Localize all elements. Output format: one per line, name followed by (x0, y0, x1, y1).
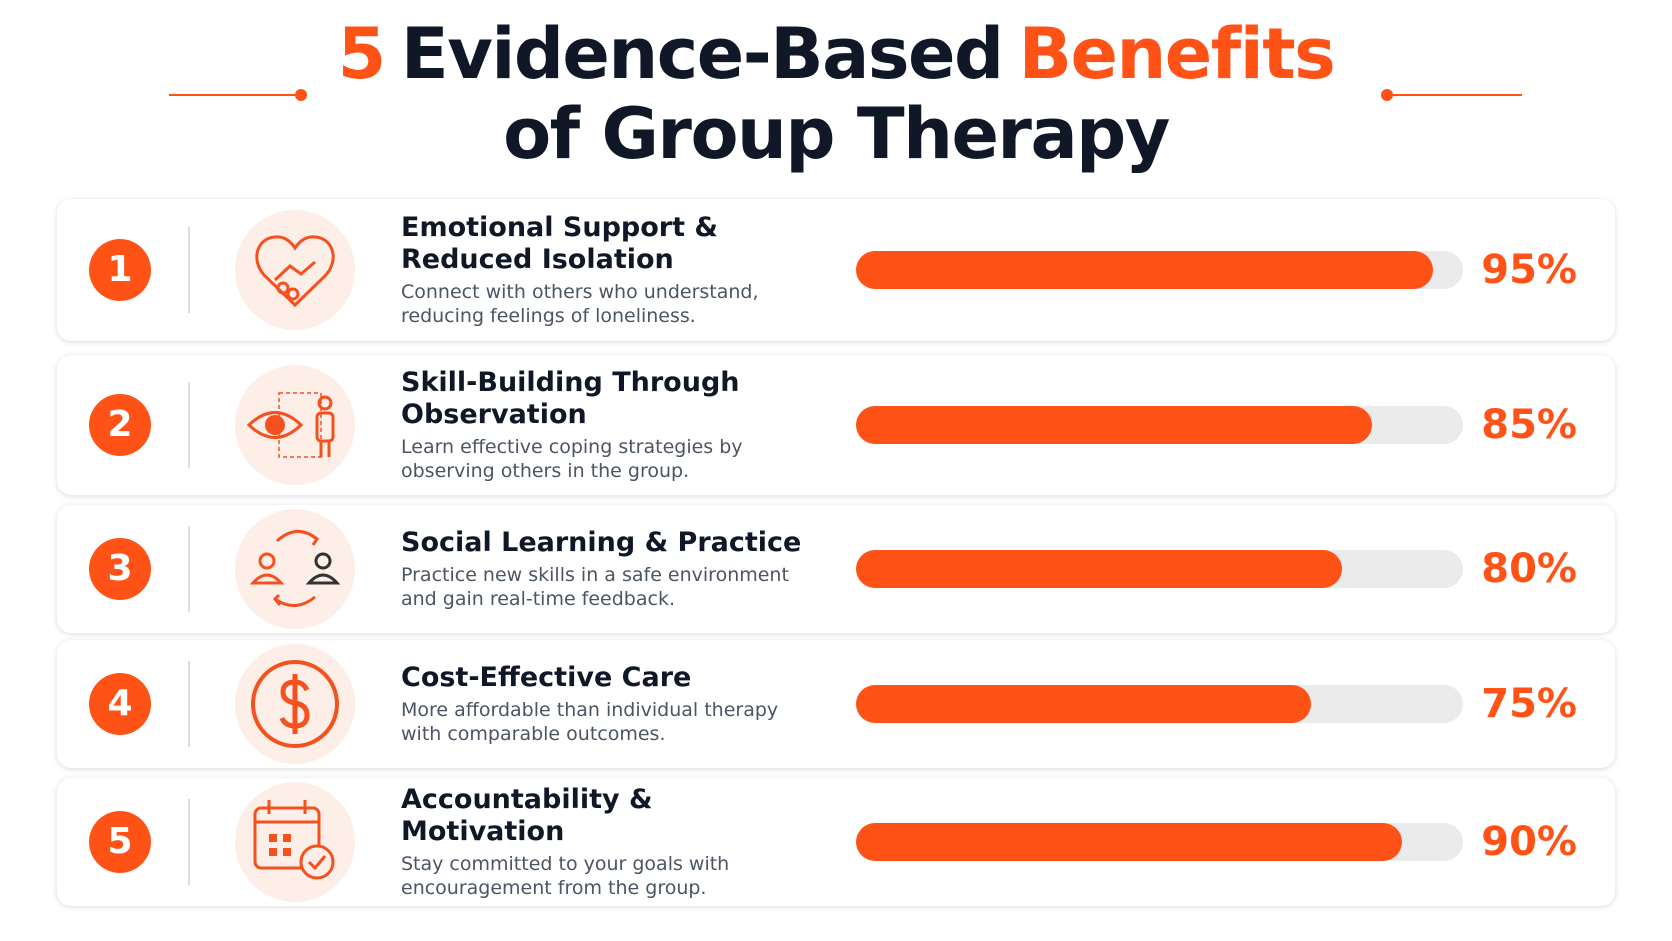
title-part: of Group Therapy (503, 93, 1170, 175)
icon-shape (255, 235, 335, 308)
icon-shape (279, 674, 310, 734)
divider (188, 227, 190, 313)
title-part: Benefits (1018, 13, 1336, 95)
icon (235, 782, 355, 902)
benefit-title: Skill-Building Through Observation (401, 367, 740, 430)
bar-track (856, 406, 1463, 444)
icon-shape (265, 415, 285, 435)
benefit-description: Learn effective coping strategies by obs… (401, 436, 743, 482)
value-label: 75% (1481, 681, 1577, 727)
benefit-title: Cost-Effective Care (401, 662, 692, 693)
number-badge: 2 (89, 394, 151, 456)
bar (856, 823, 1403, 861)
bar (856, 550, 1342, 588)
benefit-card: 1 Emotional Support & Reduced Isolation Co… (57, 199, 1615, 341)
icon-shape (269, 834, 277, 842)
number-badge: 3 (89, 538, 151, 600)
icon-shape (314, 552, 332, 570)
value-label: 85% (1481, 402, 1577, 448)
decoration (169, 94, 301, 96)
title-part: Evidence-Based (400, 13, 1004, 95)
text-block: Accountability & Motivation Stay committe… (401, 784, 821, 900)
icon-shape (251, 660, 339, 748)
benefit-card: 3 Social Learning & Practice Practice new … (57, 505, 1615, 633)
bar-track (856, 550, 1463, 588)
icon-shape (286, 287, 300, 301)
icon-shape (258, 552, 276, 570)
number-badge: 5 (89, 811, 151, 873)
benefit-title: Accountability & Motivation (401, 784, 653, 847)
title-line: of Group Therapy (0, 94, 1672, 174)
icon-shape (299, 844, 335, 880)
icon-shape (278, 392, 322, 458)
decoration (1381, 89, 1393, 101)
icon-shape (273, 260, 316, 282)
decoration (1390, 94, 1522, 96)
divider (188, 661, 190, 747)
value-label: 90% (1481, 819, 1577, 865)
benefit-title: Emotional Support & Reduced Isolation (401, 212, 718, 275)
icon-shape (246, 411, 304, 439)
benefit-title: Social Learning & Practice (401, 527, 802, 558)
number-badge: 4 (89, 673, 151, 735)
divider (188, 382, 190, 468)
benefit-card: 5 Accountability & Motivation Stay committ… (57, 778, 1615, 906)
benefit-description: Connect with others who understand, redu… (401, 281, 759, 327)
value-label: 80% (1481, 546, 1577, 592)
title-line: 5 Evidence-Based Benefits (0, 14, 1672, 94)
bar (856, 406, 1372, 444)
benefit-description: Stay committed to your goals with encour… (401, 853, 730, 899)
text-block: Cost-Effective Care More affordable than … (401, 662, 821, 746)
bar-track (856, 823, 1463, 861)
icon-shape (274, 595, 316, 607)
title: 5 Evidence-Based Benefits of Group Therapy (0, 14, 1672, 174)
icon-shape (246, 392, 335, 458)
benefit-card: 4 Cost-Effective Care More affordable than… (57, 640, 1615, 768)
icon-shape (317, 395, 333, 411)
icon-shape (251, 660, 339, 748)
title-part: 5 (337, 13, 387, 95)
icon-shape (255, 800, 319, 824)
icon-shape (305, 573, 341, 585)
benefit-card: 2 Skill-Building Through Observation Learn… (57, 355, 1615, 495)
decoration (295, 89, 307, 101)
icon (235, 644, 355, 764)
benefit-description: More affordable than individual therapy … (401, 699, 779, 745)
benefit-description: Practice new skills in a safe environmen… (401, 564, 789, 610)
number-badge: 1 (89, 239, 151, 301)
icon-shape (249, 573, 285, 585)
icon-shape (269, 848, 277, 856)
text-block: Skill-Building Through Observation Learn … (401, 367, 821, 483)
icon-shape (315, 411, 335, 443)
icon (235, 509, 355, 629)
divider (188, 799, 190, 885)
icon (235, 210, 355, 330)
bar-track (856, 685, 1463, 723)
icon-shape (249, 530, 341, 607)
icon-shape (283, 834, 291, 842)
text-block: Social Learning & Practice Practice new s… (401, 527, 821, 611)
icon-shape (253, 800, 335, 880)
icon-shape (253, 806, 321, 870)
icon-shape (310, 533, 320, 546)
value-label: 95% (1481, 247, 1577, 293)
icon (235, 365, 355, 485)
divider (188, 526, 190, 612)
icon-shape (272, 593, 282, 606)
bar-track (856, 251, 1463, 289)
bar (856, 251, 1433, 289)
bar (856, 685, 1312, 723)
icon-shape (276, 281, 290, 295)
icon-shape (283, 848, 291, 856)
icon-shape (319, 441, 331, 457)
text-block: Emotional Support & Reduced Isolation Con… (401, 212, 821, 328)
icon-shape (255, 235, 335, 308)
icon-shape (307, 855, 327, 871)
